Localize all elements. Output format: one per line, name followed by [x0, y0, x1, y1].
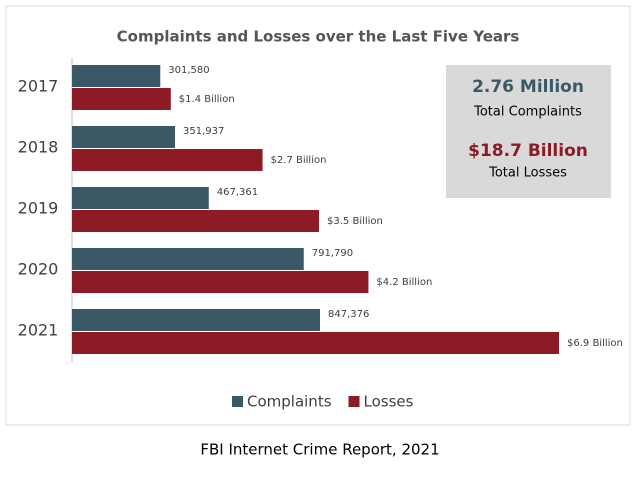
bar — [72, 149, 263, 171]
data-label: $2.7 Billion — [271, 155, 327, 166]
legend-label: Losses — [364, 393, 414, 411]
data-label: $3.5 Billion — [327, 216, 383, 227]
legend-label: Complaints — [247, 393, 332, 411]
y-tick-label: 2020 — [18, 260, 59, 279]
legend-swatch — [232, 396, 243, 407]
caption: FBI Internet Crime Report, 2021 — [200, 441, 439, 459]
summary-label: Total Losses — [488, 166, 567, 181]
data-label: $1.4 Billion — [179, 94, 235, 105]
summary-label: Total Complaints — [473, 105, 582, 120]
chart-title: Complaints and Losses over the Last Five… — [117, 28, 520, 46]
bar — [72, 248, 304, 270]
y-tick-label: 2019 — [18, 199, 59, 218]
y-tick-label: 2018 — [18, 138, 59, 157]
bar — [72, 271, 369, 293]
data-label: 467,361 — [217, 187, 258, 198]
bar — [72, 332, 559, 354]
legend-swatch — [348, 396, 360, 407]
data-label: 847,376 — [328, 309, 369, 320]
data-label: $4.2 Billion — [376, 277, 432, 288]
bar — [72, 187, 209, 209]
data-label: 301,580 — [168, 65, 209, 76]
summary-value: 2.76 Million — [472, 77, 584, 97]
y-tick-label: 2017 — [18, 77, 59, 96]
data-label: 351,937 — [183, 126, 224, 137]
data-label: $6.9 Billion — [567, 338, 623, 349]
bar — [72, 210, 320, 232]
bar — [72, 126, 176, 148]
bar — [72, 88, 171, 110]
bar — [72, 65, 161, 87]
summary-box — [446, 65, 611, 198]
y-tick-label: 2021 — [18, 321, 59, 340]
summary-value: $18.7 Billion — [468, 141, 588, 161]
bar — [72, 309, 320, 331]
data-label: 791,790 — [312, 248, 353, 259]
